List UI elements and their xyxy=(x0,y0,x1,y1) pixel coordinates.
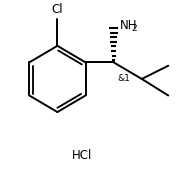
Text: HCl: HCl xyxy=(72,149,92,162)
Text: 2: 2 xyxy=(131,24,137,33)
Text: Cl: Cl xyxy=(52,3,63,16)
Text: &1: &1 xyxy=(117,74,130,83)
Text: NH: NH xyxy=(120,19,138,32)
